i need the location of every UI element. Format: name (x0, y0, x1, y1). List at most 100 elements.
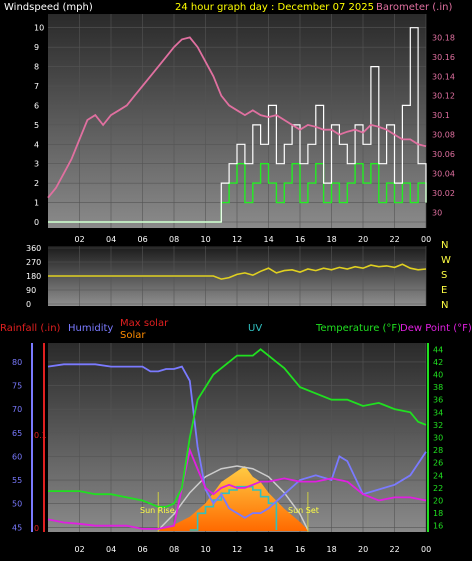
humidity-y-tick-label: 45 (12, 523, 22, 532)
rainfall-label: Rainfall (.in) (0, 323, 61, 334)
wind-x-tick-label: 14 (264, 235, 274, 244)
barometer-y-tick-label: 30.04 (432, 169, 455, 178)
wind-y-tick-label: 1 (34, 199, 39, 208)
temp-y-tick-label: 18 (433, 509, 443, 518)
barometer-y-tick-label: 30.12 (432, 92, 455, 101)
temp-x-tick-label: 08 (169, 545, 179, 554)
temperature-label: Temperature (°F) (315, 323, 401, 334)
wind-y-tick-label: 0 (34, 218, 39, 227)
temp-y-tick-label: 20 (433, 497, 443, 506)
rain-y-tick-label: 0.1 (34, 431, 47, 440)
gust-series-line (48, 162, 427, 223)
solar-area (158, 466, 308, 531)
temp-x-tick-label: 14 (264, 545, 274, 554)
humidity-y-tick-label: 60 (12, 452, 22, 461)
temp-y-tick-label: 42 (433, 358, 443, 367)
direction-y-tick-label: 0 (26, 300, 31, 309)
barometer-y-tick-label: 30.06 (432, 150, 455, 159)
wind-y-tick-label: 8 (34, 63, 39, 72)
wind-y-tick-label: 5 (34, 121, 39, 130)
humidity-series-line (47, 363, 427, 519)
wind-x-tick-label: 04 (106, 235, 116, 244)
sunset-label: Sun Set (288, 506, 319, 515)
barometer-y-tick-label: 30.18 (432, 33, 455, 42)
humidity-y-tick-label: 70 (12, 405, 22, 414)
wind-y-tick-label: 4 (34, 140, 39, 149)
wind-y-tick-label: 7 (34, 82, 39, 91)
barometer-y-tick-label: 30 (432, 208, 442, 217)
humidity-y-tick-label: 65 (12, 429, 22, 438)
wind-x-tick-label: 10 (201, 235, 211, 244)
direction-y-tick-label: 270 (26, 258, 41, 267)
wind-x-tick-label: 08 (169, 235, 179, 244)
barometer-y-tick-label: 30.1 (432, 111, 450, 120)
uv-series-line (189, 485, 278, 531)
barometer-y-tick-label: 30.14 (432, 72, 455, 81)
wind-y-tick-label: 6 (34, 101, 39, 110)
direction-series-line (48, 263, 427, 280)
temp-x-tick-label: 10 (201, 545, 211, 554)
wind-x-tick-label: 02 (75, 235, 85, 244)
direction-y-tick-label: 90 (26, 286, 36, 295)
wind-x-tick-label: 18 (327, 235, 337, 244)
max-solar-line (157, 465, 309, 531)
barometer-y-tick-label: 30.16 (432, 53, 455, 62)
wind-y-tick-label: 2 (34, 179, 39, 188)
compass-letter: W (441, 255, 451, 266)
humidity-y-tick-label: 55 (12, 476, 22, 485)
temp-y-tick-label: 24 (433, 471, 443, 480)
humidity-y-tick-label: 50 (12, 500, 22, 509)
solar-label: Solar (120, 330, 146, 341)
temp-x-tick-label: 20 (358, 545, 368, 554)
humidity-y-tick-label: 80 (12, 358, 22, 367)
barometer-axis-label: Barometer (.in) (376, 2, 452, 13)
compass-letter: E (441, 285, 447, 296)
temp-y-tick-label: 26 (433, 459, 443, 468)
uv-label: UV (248, 323, 262, 334)
temp-y-tick-label: 32 (433, 421, 443, 430)
temp-y-tick-label: 22 (433, 484, 443, 493)
compass-letter: S (441, 270, 447, 281)
temp-y-tick-label: 16 (433, 522, 443, 531)
wind-x-tick-label: 16 (295, 235, 305, 244)
temp-y-tick-label: 40 (433, 371, 443, 380)
chart-title: 24 hour graph day : December 07 2025 (175, 2, 374, 13)
windspeed-axis-label: Windspeed (mph) (4, 2, 93, 13)
temp-y-tick-label: 36 (433, 396, 443, 405)
compass-letter: N (441, 300, 448, 311)
rain-y-tick-label: 0 (34, 524, 39, 533)
wind-x-tick-label: 06 (138, 235, 148, 244)
wind-x-tick-label: 00 (421, 235, 431, 244)
temp-x-tick-label: 22 (390, 545, 400, 554)
compass-letter: N (441, 240, 448, 251)
barometer-y-tick-label: 30.08 (432, 131, 455, 140)
temp-y-tick-label: 38 (433, 383, 443, 392)
dew-point-series-line (47, 447, 427, 530)
barometer-y-tick-label: 30.02 (432, 189, 455, 198)
temp-y-tick-label: 34 (433, 408, 443, 417)
temp-x-tick-label: 16 (295, 545, 305, 554)
temperature-series-line (48, 348, 427, 508)
direction-y-tick-label: 180 (26, 272, 41, 281)
temp-x-tick-label: 04 (106, 545, 116, 554)
temp-x-tick-label: 06 (138, 545, 148, 554)
wind-y-tick-label: 9 (34, 43, 39, 52)
temp-x-tick-label: 12 (232, 545, 242, 554)
barometer-series-line (47, 36, 427, 199)
temp-x-tick-label: 02 (75, 545, 85, 554)
wind-y-tick-label: 3 (34, 160, 39, 169)
wind-x-tick-label: 22 (390, 235, 400, 244)
wind-x-tick-label: 20 (358, 235, 368, 244)
direction-y-tick-label: 360 (26, 244, 41, 253)
windspeed-series-line (48, 27, 427, 223)
temp-y-tick-label: 30 (433, 434, 443, 443)
wind-x-tick-label: 12 (232, 235, 242, 244)
temp-x-tick-label: 00 (421, 545, 431, 554)
temp-y-tick-label: 28 (433, 446, 443, 455)
humidity-label: Humidity (68, 323, 113, 334)
humidity-y-tick-label: 75 (12, 382, 22, 391)
temp-y-tick-label: 44 (433, 345, 443, 354)
temp-x-tick-label: 18 (327, 545, 337, 554)
sunrise-label: Sun Rise (140, 506, 175, 515)
